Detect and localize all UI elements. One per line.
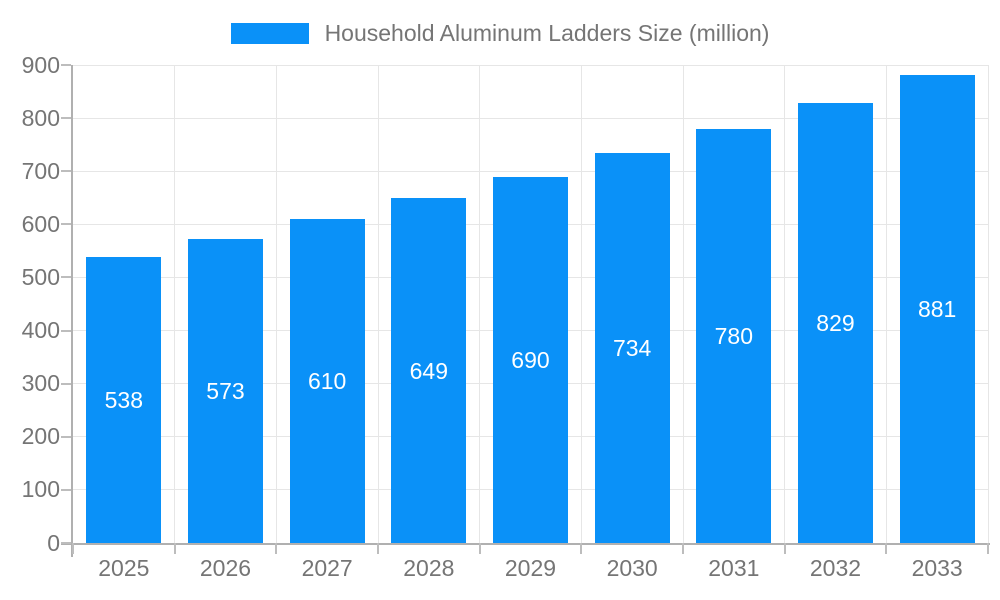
x-axis-line (61, 543, 990, 545)
bar-2032 (797, 102, 874, 543)
gridline-x-5 (580, 65, 582, 543)
bar-value-label-2027: 610 (307, 368, 347, 394)
gridline-y-900 (73, 64, 988, 66)
legend-swatch-icon (230, 22, 309, 44)
y-axis-label-500: 500 (21, 263, 60, 290)
y-axis-tick-800 (61, 117, 71, 120)
y-axis-label-300: 300 (21, 370, 60, 397)
gridline-x-4 (479, 65, 481, 543)
x-axis-label-2028: 2028 (403, 555, 455, 581)
y-axis-tick-400 (61, 329, 71, 332)
gridline-x-8 (885, 65, 887, 543)
gridline-x-7 (784, 65, 786, 543)
gridline-x-6 (682, 65, 684, 543)
bar-value-label-2031: 780 (714, 322, 753, 349)
x-axis-tick-7 (783, 543, 786, 554)
plot-area: 0 100 200 300 400 500 600 700 800 900 538 2025 573 20… (22, 53, 990, 580)
y-axis-tick-0 (61, 542, 71, 544)
y-axis-label-600: 600 (21, 210, 60, 237)
bar-2031 (696, 128, 772, 543)
x-axis-tick-1 (173, 543, 176, 554)
y-axis-label-400: 400 (21, 317, 60, 344)
x-axis-label-2029: 2029 (504, 555, 557, 581)
y-axis-line (71, 65, 73, 557)
gridline-x-9 (987, 65, 989, 543)
x-axis-label-2030: 2030 (606, 555, 658, 581)
y-axis-label-200: 200 (21, 423, 60, 450)
bar-value-label-2033: 881 (917, 296, 957, 323)
x-axis-tick-4 (478, 543, 481, 554)
x-axis-tick-0 (72, 543, 74, 554)
bar-2029 (492, 176, 569, 543)
y-axis-tick-200 (61, 435, 71, 438)
y-axis-label-100: 100 (21, 476, 60, 503)
bar-2026 (187, 238, 264, 543)
bar-value-label-2028: 649 (409, 357, 448, 384)
bar-value-label-2029: 690 (511, 346, 550, 373)
y-axis-tick-700 (61, 170, 71, 173)
gridline-x-2 (275, 65, 277, 543)
gridline-y-800 (73, 117, 988, 119)
bar-2025 (86, 257, 162, 543)
y-axis-tick-900 (61, 64, 71, 66)
bar-value-label-2032: 829 (816, 309, 855, 336)
bar-2033 (899, 75, 975, 543)
y-axis-tick-100 (61, 488, 71, 491)
x-axis-tick-3 (377, 543, 379, 554)
x-axis-tick-9 (987, 543, 989, 554)
y-axis-tick-300 (61, 382, 71, 385)
y-axis-label-900: 900 (21, 51, 60, 78)
bar-2028 (391, 198, 467, 543)
y-axis-tick-600 (61, 223, 71, 226)
gridline-y-700 (73, 170, 988, 172)
bar-value-label-2026: 573 (206, 377, 245, 404)
x-axis-label-2031: 2031 (708, 555, 760, 581)
y-axis-label-0: 0 (47, 529, 60, 556)
x-axis-label-2026: 2026 (199, 555, 252, 581)
x-axis-label-2033: 2033 (911, 555, 963, 581)
x-axis-tick-8 (885, 543, 888, 554)
gridline-x-3 (377, 65, 379, 543)
y-axis-label-800: 800 (21, 104, 60, 131)
x-axis-label-2032: 2032 (809, 555, 862, 581)
y-axis-tick-500 (61, 276, 71, 279)
x-axis-label-2027: 2027 (301, 555, 353, 581)
x-axis-tick-2 (275, 543, 278, 554)
x-axis-tick-5 (580, 543, 583, 554)
legend-item[interactable]: Household Aluminum Ladders Size (million… (0, 18, 1000, 48)
bar-value-label-2030: 734 (612, 335, 652, 362)
y-axis-label-700: 700 (21, 157, 60, 184)
gridline-x-1 (174, 65, 176, 543)
x-axis-tick-6 (682, 543, 684, 554)
legend-label: Household Aluminum Ladders Size (million… (324, 19, 770, 46)
bar-2030 (594, 153, 670, 543)
bar-value-label-2025: 538 (104, 387, 143, 414)
x-axis-label-2025: 2025 (98, 555, 150, 581)
bar-2027 (289, 219, 365, 543)
